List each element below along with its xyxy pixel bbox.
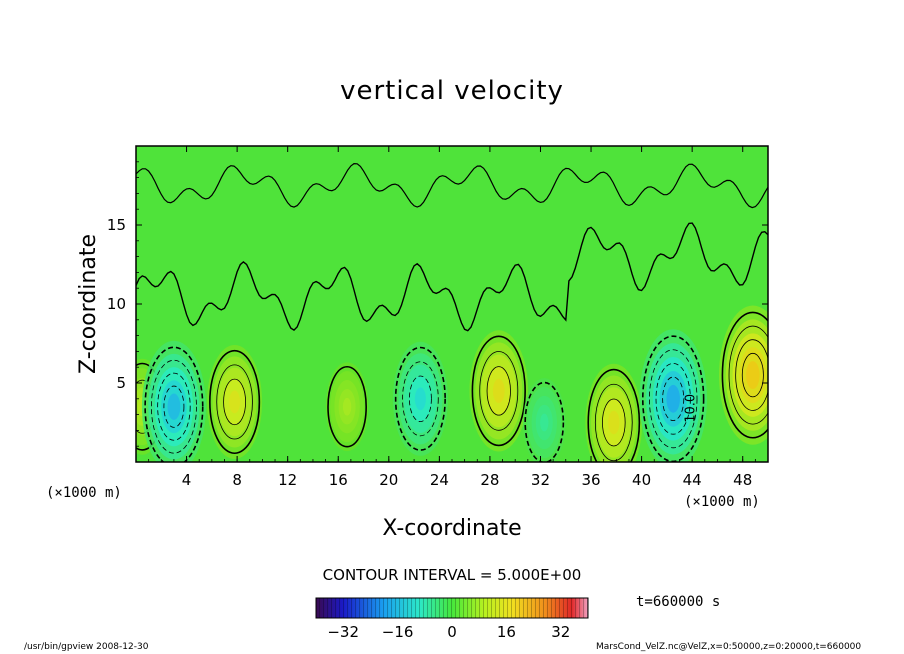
x-tick-label: 36 — [581, 471, 600, 489]
downdraft-cell — [639, 329, 707, 462]
x-axis-label: X-coordinate — [382, 516, 522, 541]
heatmap-field: 10.0 — [136, 146, 768, 462]
cell-fill-level — [229, 390, 241, 414]
updraft-cell — [207, 344, 263, 459]
zero-contour — [136, 222, 768, 332]
contour-line — [602, 398, 626, 447]
colorbar-tick-label: −32 — [327, 623, 359, 641]
updraft-cell — [469, 330, 529, 452]
zero-contour-upper — [136, 162, 768, 209]
contour-line — [721, 311, 768, 439]
contour-line — [163, 385, 185, 428]
contour-line — [408, 375, 432, 422]
cell-fill-level — [608, 410, 620, 435]
downdraft-cell — [523, 378, 566, 462]
y-tick-label: 10 — [107, 295, 126, 313]
updraft-cell — [325, 362, 369, 452]
y-axis-label: Z-coordinate — [76, 234, 101, 374]
x-tick-label: 24 — [430, 471, 449, 489]
contour-line — [327, 365, 367, 448]
y-unit-label: (×1000 m) — [46, 485, 122, 501]
contour-line — [648, 349, 698, 449]
cell-fill-level — [492, 378, 505, 404]
x-tick-label: 40 — [632, 471, 651, 489]
x-tick-label: 4 — [182, 471, 192, 489]
cell-fill-level — [414, 387, 426, 411]
colorbar-tick-label: 16 — [497, 623, 516, 641]
downdraft-cell — [141, 340, 206, 462]
colorbar-tick-label: 0 — [447, 623, 457, 641]
contour-line — [594, 383, 633, 462]
contour-line — [524, 381, 565, 462]
footer-left: /usr/bin/gpview 2008-12-30 — [24, 642, 149, 652]
contour-line — [144, 346, 204, 462]
contour-line — [157, 372, 191, 441]
contour-line — [223, 378, 246, 426]
x-tick-label: 44 — [683, 471, 702, 489]
contour-line — [209, 349, 261, 455]
x-unit-label: (×1000 m) — [684, 494, 760, 510]
x-tick-label: 12 — [278, 471, 297, 489]
y-tick-label: 5 — [116, 374, 126, 392]
downdraft-cell — [392, 341, 448, 456]
colorbar: −32 −16 0 16 32 — [315, 597, 589, 641]
cell-fill-level — [342, 397, 352, 416]
colorbar-tick-label: 32 — [551, 623, 570, 641]
contour-line — [587, 368, 641, 462]
colorbar-frame — [315, 597, 589, 619]
contour-line — [471, 335, 526, 447]
contour-line — [662, 376, 685, 421]
colorbar-tick-label: −16 — [382, 623, 414, 641]
contour-line — [394, 346, 446, 451]
contour-line — [150, 359, 197, 454]
x-tick-label: 8 — [232, 471, 242, 489]
x-tick-label: 28 — [480, 471, 499, 489]
contour-line — [741, 352, 764, 398]
y-tick-label: 15 — [107, 216, 126, 234]
contour-line — [735, 339, 768, 411]
updraft-cell — [719, 305, 768, 445]
cell-fill-level — [167, 393, 181, 420]
cell-fill-level — [666, 384, 680, 413]
x-tick-label: 16 — [329, 471, 348, 489]
contour-line — [479, 351, 519, 431]
time-label: t=660000 s — [636, 594, 721, 610]
chart-title: vertical velocity — [340, 76, 564, 106]
x-tick-label: 20 — [379, 471, 398, 489]
footer-right: MarsCond_VelZ.nc@VelZ,x=0:50000,z=0:2000… — [596, 642, 862, 652]
updraft-cell — [585, 363, 643, 462]
contour-line — [655, 362, 691, 435]
axes: 4 8 12 16 20 24 28 32 36 40 44 4851015Z-coordinate(… — [46, 145, 769, 510]
x-tick-label: 48 — [733, 471, 752, 489]
contour-line — [216, 364, 253, 440]
contour-line — [486, 366, 511, 416]
contour-interval: CONTOUR INTERVAL = 5.000E+00 — [322, 566, 582, 584]
colorbar-stripes — [316, 598, 588, 618]
x-tick-label: 32 — [531, 471, 550, 489]
contour-line — [402, 361, 439, 437]
contour-line — [728, 325, 768, 425]
cell-fill-level — [540, 413, 549, 432]
cell-fill-level — [746, 361, 760, 390]
contour-label: 10.0 — [684, 394, 699, 423]
